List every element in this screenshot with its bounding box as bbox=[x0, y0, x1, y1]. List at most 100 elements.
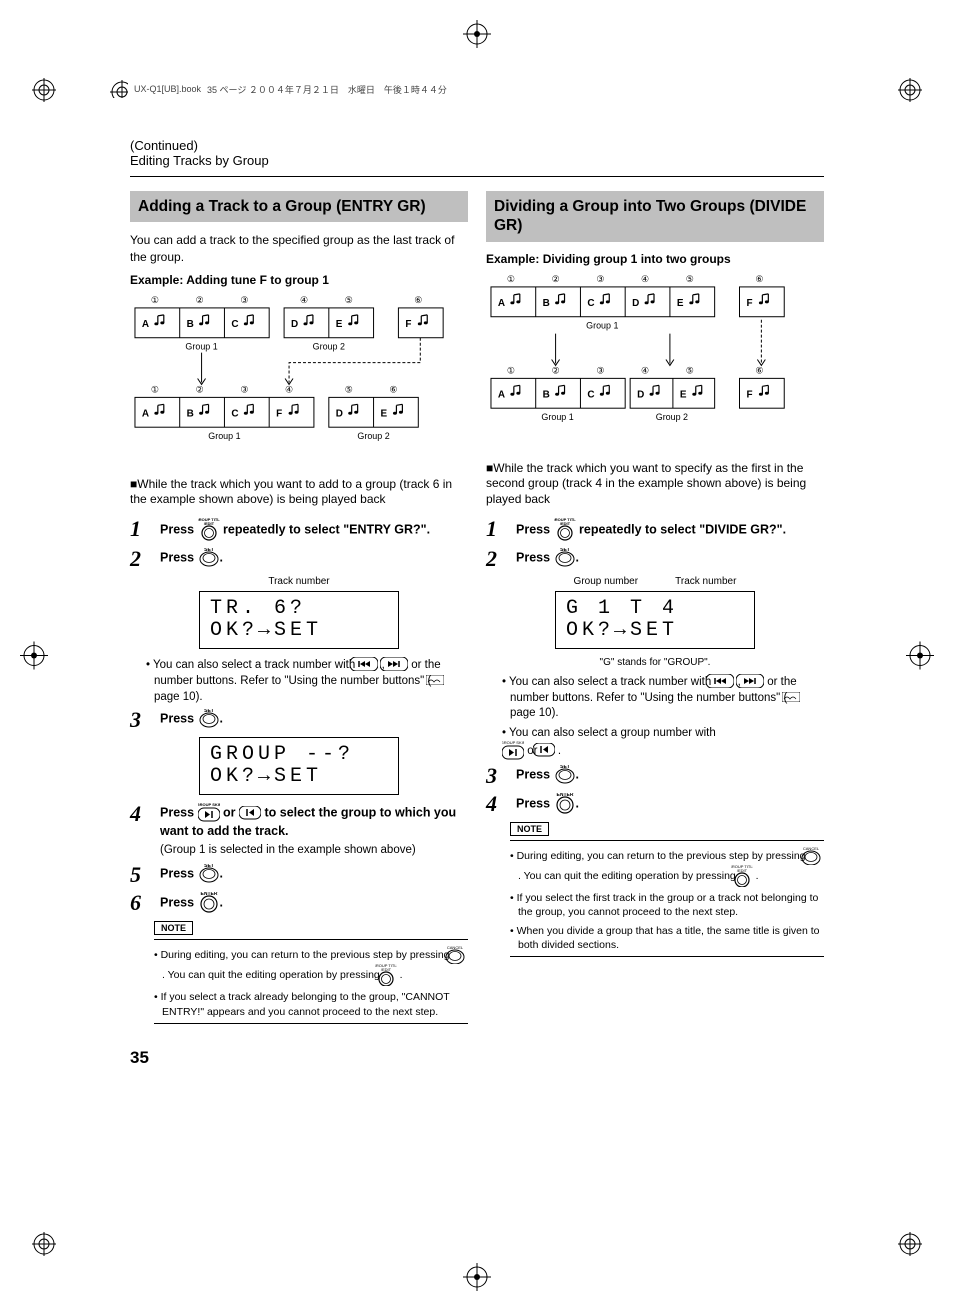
step-4: 4 Press or to select the group to which … bbox=[130, 803, 468, 858]
lcd-label: Track number bbox=[130, 576, 468, 587]
svg-text:⑥: ⑥ bbox=[755, 274, 763, 284]
note-tag: NOTE bbox=[510, 822, 549, 836]
svg-text:B: B bbox=[187, 319, 194, 330]
svg-text:F: F bbox=[746, 298, 752, 309]
page-content: UX-Q1[UB].book 35 ページ ２００４年７月２１日 水曜日 午後１… bbox=[0, 0, 954, 1108]
svg-text:⑥: ⑥ bbox=[414, 295, 422, 305]
svg-text:A: A bbox=[498, 298, 505, 309]
step-3: 3 Press . bbox=[486, 765, 824, 787]
lcd-label-group: Group number bbox=[574, 576, 638, 587]
lcd-note: "G" stands for "GROUP". bbox=[486, 657, 824, 668]
divider bbox=[130, 176, 824, 177]
note-item: • If you select the first track in the g… bbox=[518, 891, 824, 919]
svg-text:③: ③ bbox=[240, 384, 248, 394]
header-filename: UX-Q1[UB].book bbox=[134, 84, 201, 94]
svg-text:①: ① bbox=[507, 365, 515, 375]
section-subtitle: Editing Tracks by Group bbox=[130, 153, 824, 168]
while-note: ■While the track which you want to speci… bbox=[486, 461, 824, 508]
note-box: NOTE • During editing, you can return to… bbox=[510, 821, 824, 957]
svg-text:C: C bbox=[587, 298, 594, 309]
group-skip-back-icon bbox=[239, 805, 261, 822]
svg-text:②: ② bbox=[196, 384, 204, 394]
svg-text:C: C bbox=[587, 389, 594, 400]
svg-text:Group 2: Group 2 bbox=[357, 431, 389, 441]
svg-text:E: E bbox=[336, 319, 343, 330]
page-ref-icon bbox=[434, 673, 444, 689]
group-title-button-icon bbox=[383, 964, 397, 986]
note-box: NOTE • During editing, you can return to… bbox=[154, 920, 468, 1023]
svg-text:①: ① bbox=[151, 295, 159, 305]
note-item: • During editing, you can return to the … bbox=[518, 847, 824, 887]
svg-text:Group 2: Group 2 bbox=[656, 412, 688, 422]
svg-text:⑥: ⑥ bbox=[389, 384, 397, 394]
svg-text:⑤: ⑤ bbox=[345, 295, 353, 305]
group-title-button-icon bbox=[198, 518, 220, 542]
svg-text:④: ④ bbox=[285, 384, 293, 394]
lcd-label-track: Track number bbox=[675, 576, 736, 587]
group-skip-fwd-icon bbox=[198, 803, 220, 823]
svg-text:①: ① bbox=[151, 384, 159, 394]
svg-text:Group 1: Group 1 bbox=[541, 412, 573, 422]
svg-text:A: A bbox=[498, 389, 505, 400]
sub-bullet: • You can also select a group number wit… bbox=[510, 726, 824, 762]
sub-bullet: • You can also select a track number wit… bbox=[510, 674, 824, 722]
group-skip-back-icon bbox=[541, 743, 555, 759]
svg-text:⑤: ⑤ bbox=[686, 365, 694, 375]
svg-text:⑥: ⑥ bbox=[755, 365, 763, 375]
lcd-display: G 1 T 4 OK?→SET bbox=[555, 591, 755, 649]
group-title-button-icon bbox=[554, 518, 576, 542]
step-2: 2 Press . bbox=[130, 548, 468, 570]
entry-diagram: ① ② ③ ④ ⑤ ⑥ A B C bbox=[130, 293, 468, 462]
example-label: Example: Adding tune F to group 1 bbox=[130, 273, 468, 287]
print-header: UX-Q1[UB].book 35 ページ ２００４年７月２１日 水曜日 午後１… bbox=[110, 80, 894, 98]
svg-text:Group 1: Group 1 bbox=[185, 341, 217, 351]
enter-button-icon bbox=[554, 793, 576, 815]
svg-text:③: ③ bbox=[240, 295, 248, 305]
svg-text:B: B bbox=[543, 389, 550, 400]
svg-text:B: B bbox=[187, 408, 194, 419]
svg-text:F: F bbox=[746, 389, 752, 400]
svg-text:Group 1: Group 1 bbox=[208, 431, 240, 441]
svg-text:④: ④ bbox=[641, 274, 649, 284]
svg-text:②: ② bbox=[196, 295, 204, 305]
svg-text:①: ① bbox=[507, 274, 515, 284]
svg-text:C: C bbox=[231, 408, 238, 419]
set-button-icon bbox=[198, 548, 220, 568]
group-skip-fwd-icon bbox=[510, 741, 524, 761]
left-column: Adding a Track to a Group (ENTRY GR) You… bbox=[130, 191, 468, 1030]
svg-text:A: A bbox=[142, 319, 149, 330]
svg-text:④: ④ bbox=[641, 365, 649, 375]
cancel-button-icon bbox=[808, 847, 822, 865]
page-number: 35 bbox=[130, 1048, 824, 1068]
svg-text:②: ② bbox=[552, 365, 560, 375]
step-1: 1 Press repeatedly to select "DIVIDE GR?… bbox=[486, 518, 824, 542]
step-1: 1 Press repeatedly to select "ENTRY GR?"… bbox=[130, 518, 468, 542]
svg-text:F: F bbox=[405, 319, 411, 330]
step-2: 2 Press . bbox=[486, 548, 824, 570]
svg-text:F: F bbox=[276, 408, 282, 419]
svg-text:C: C bbox=[231, 319, 238, 330]
svg-text:⑤: ⑤ bbox=[345, 384, 353, 394]
divide-diagram: ①②③ ④⑤⑥ A B C D E F bbox=[486, 272, 824, 446]
svg-text:D: D bbox=[336, 408, 343, 419]
skip-back-icon bbox=[358, 657, 378, 673]
note-item: • During editing, you can return to the … bbox=[162, 946, 468, 986]
header-pageinfo: 35 ページ ２００４年７月２１日 水曜日 午後１時４４分 bbox=[207, 83, 447, 96]
while-note: ■While the track which you want to add t… bbox=[130, 477, 468, 508]
set-button-icon bbox=[554, 765, 576, 785]
svg-text:D: D bbox=[637, 389, 644, 400]
page-ref-icon bbox=[790, 690, 800, 706]
set-button-icon bbox=[554, 548, 576, 568]
skip-back-icon bbox=[714, 674, 734, 690]
svg-text:④: ④ bbox=[300, 295, 308, 305]
svg-text:A: A bbox=[142, 408, 149, 419]
svg-text:B: B bbox=[543, 298, 550, 309]
sub-bullet: • You can also select a track number wit… bbox=[154, 657, 468, 705]
lcd-display-2: GROUP --? OK?→SET bbox=[199, 737, 399, 795]
step-5: 5 Press . bbox=[130, 864, 468, 886]
svg-text:E: E bbox=[381, 408, 388, 419]
set-button-icon bbox=[198, 864, 220, 884]
note-tag: NOTE bbox=[154, 921, 193, 935]
right-column: Dividing a Group into Two Groups (DIVIDE… bbox=[486, 191, 824, 1030]
group-title-button-icon bbox=[739, 865, 753, 887]
